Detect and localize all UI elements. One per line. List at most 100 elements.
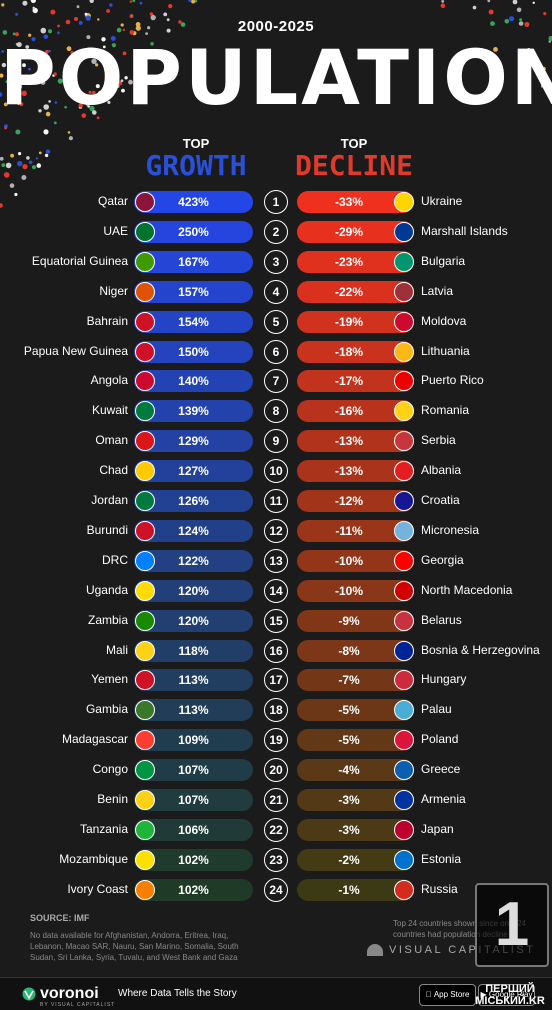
voronoi-icon xyxy=(22,987,36,1001)
decline-flag-icon xyxy=(394,551,414,571)
decline-value-label: -11% xyxy=(297,524,401,538)
decline-flag-icon xyxy=(394,581,414,601)
crowd-person-icon xyxy=(17,161,22,166)
crowd-person-icon xyxy=(1,163,5,167)
rank-badge: 17 xyxy=(264,668,288,692)
crowd-person-icon xyxy=(533,2,535,4)
decline-country-label: Moldova xyxy=(421,314,466,328)
decline-value-label: -5% xyxy=(297,703,401,717)
crowd-person-icon xyxy=(69,136,73,140)
rank-badge: 11 xyxy=(264,489,288,513)
crowd-person-icon xyxy=(15,13,18,16)
growth-value-label: 423% xyxy=(134,195,253,209)
growth-country-label: Uganda xyxy=(86,583,128,597)
growth-value-label: 120% xyxy=(134,584,253,598)
decline-flag-icon xyxy=(394,342,414,362)
decline-value-label: -2% xyxy=(297,853,401,867)
crowd-person-icon xyxy=(4,172,10,178)
decline-value-label: -13% xyxy=(297,434,401,448)
rank-badge: 21 xyxy=(264,788,288,812)
rank-badge: 22 xyxy=(264,818,288,842)
rank-badge: 7 xyxy=(264,369,288,393)
app-store-button[interactable]:  App Store xyxy=(419,984,476,1006)
decline-flag-icon xyxy=(394,820,414,840)
growth-country-label: Mozambique xyxy=(59,852,128,866)
crowd-person-icon xyxy=(194,0,197,3)
crowd-person-icon xyxy=(37,163,42,168)
decline-country-label: Latvia xyxy=(421,284,453,298)
growth-value-label: 107% xyxy=(134,793,253,807)
app-store-label: App Store xyxy=(434,990,470,999)
rank-badge: 15 xyxy=(264,609,288,633)
decline-flag-icon xyxy=(394,521,414,541)
decline-flag-icon xyxy=(394,192,414,212)
decline-flag-icon xyxy=(394,641,414,661)
voronoi-logo[interactable]: voronoi xyxy=(40,985,99,1003)
rank-badge: 1 xyxy=(264,190,288,214)
decline-value-label: -33% xyxy=(297,195,401,209)
rank-badge: 13 xyxy=(264,549,288,573)
decline-country-label: Lithuania xyxy=(421,344,470,358)
rank-badge: 4 xyxy=(264,280,288,304)
crowd-person-icon xyxy=(517,8,522,13)
crowd-person-icon xyxy=(489,10,494,15)
growth-value-label: 102% xyxy=(134,853,253,867)
growth-column-header: TOP GROWTH xyxy=(136,136,256,181)
rank-badge: 8 xyxy=(264,399,288,423)
growth-value-label: 113% xyxy=(134,673,253,687)
growth-country-label: Congo xyxy=(93,762,128,776)
decline-country-label: Armenia xyxy=(421,792,466,806)
decline-value-label: -17% xyxy=(297,374,401,388)
crowd-person-icon xyxy=(32,165,36,169)
growth-country-label: Yemen xyxy=(91,672,128,686)
decline-country-label: Marshall Islands xyxy=(421,224,508,238)
decline-value-label: -9% xyxy=(297,614,401,628)
decline-flag-icon xyxy=(394,312,414,332)
decline-value-label: -16% xyxy=(297,404,401,418)
growth-country-label: DRC xyxy=(102,553,128,567)
crowd-person-icon xyxy=(32,7,35,10)
crowd-person-icon xyxy=(487,0,490,2)
decline-country-label: Poland xyxy=(421,732,458,746)
rank-badge: 5 xyxy=(264,310,288,334)
crowd-person-icon xyxy=(15,130,20,135)
decline-flag-icon xyxy=(394,790,414,810)
crowd-person-icon xyxy=(441,3,446,8)
crowd-person-icon xyxy=(22,1,27,6)
crowd-person-icon xyxy=(1,3,4,6)
watermark: ПЕРШИЙ МІСЬКИЙ.KR xyxy=(470,983,550,1007)
crowd-person-icon xyxy=(31,0,35,2)
crowd-person-icon xyxy=(18,152,21,155)
apple-icon:  xyxy=(426,990,432,999)
growth-value-label: 157% xyxy=(134,285,253,299)
rank-badge: 2 xyxy=(264,220,288,244)
decline-country-label: North Macedonia xyxy=(421,583,512,597)
crowd-person-icon xyxy=(130,0,132,2)
growth-country-label: Papua New Guinea xyxy=(24,344,128,358)
growth-country-label: UAE xyxy=(103,224,128,238)
decline-value-label: -13% xyxy=(297,464,401,478)
growth-country-label: Ivory Coast xyxy=(67,882,128,896)
rank-badge: 14 xyxy=(264,579,288,603)
growth-country-label: Oman xyxy=(95,433,128,447)
decline-flag-icon xyxy=(394,611,414,631)
rank-badge: 16 xyxy=(264,639,288,663)
crowd-person-icon xyxy=(188,0,191,2)
decline-value-label: -12% xyxy=(297,494,401,508)
growth-value-label: 106% xyxy=(134,823,253,837)
growth-country-label: Bahrain xyxy=(87,314,128,328)
crowd-person-icon xyxy=(168,4,172,8)
growth-value-label: 118% xyxy=(134,644,253,658)
decline-flag-icon xyxy=(394,850,414,870)
crowd-person-icon xyxy=(50,10,55,15)
rank-badge: 6 xyxy=(264,340,288,364)
growth-value-label: 120% xyxy=(134,614,253,628)
